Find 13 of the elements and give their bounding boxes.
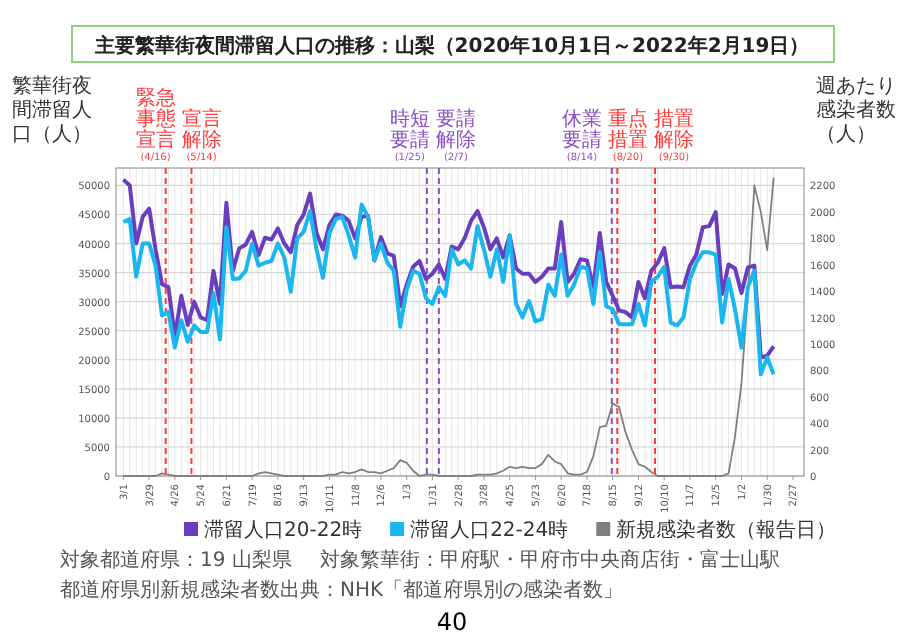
text: 都道府県別新規感染者数出典：NHK「都道府県別の感染者数」 <box>60 578 624 602</box>
legend-label: 新規感染者数（報告日） <box>616 518 837 542</box>
legend-label: 滞留人口22-24時 <box>410 518 569 542</box>
line-series <box>122 176 775 477</box>
text: 対象繁華街：甲府駅・甲府市中央商店街・富士山駅 <box>320 548 780 572</box>
text: 対象都道府県：19 山梨県 <box>60 548 292 572</box>
y2-axis-title: 週あたり感染者数（人） <box>816 76 896 146</box>
legend-label: 滞留人口20-22時 <box>204 518 363 542</box>
y-axis-title: 繁華街夜間滞留人口（人） <box>12 74 92 146</box>
text: 40 <box>436 608 468 636</box>
chart-title: 主要繁華街夜間滞留人口の推移：山梨（2020年10月1日～2022年2月19日） <box>92 34 810 58</box>
line-series <box>121 177 776 360</box>
line-series <box>121 202 776 377</box>
